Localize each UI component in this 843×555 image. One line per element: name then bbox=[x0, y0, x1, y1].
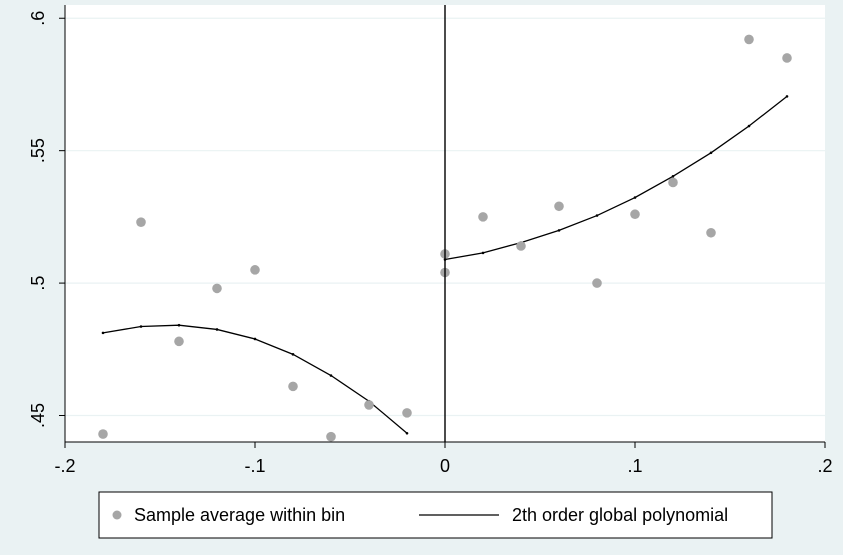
polynomial-fit-node bbox=[481, 251, 485, 255]
x-tick-label: 0 bbox=[440, 456, 450, 476]
polynomial-fit-node bbox=[671, 175, 675, 178]
scatter-point bbox=[212, 283, 222, 294]
scatter-point bbox=[288, 381, 298, 392]
scatter-point bbox=[250, 265, 260, 275]
scatter-point bbox=[174, 336, 184, 347]
legend-marker-scatter bbox=[112, 510, 122, 520]
polynomial-fit-node bbox=[139, 325, 143, 328]
y-tick-label: .6 bbox=[28, 11, 48, 26]
polynomial-fit-node bbox=[595, 214, 599, 217]
x-tick-label: -.1 bbox=[244, 456, 265, 476]
polynomial-fit-line bbox=[444, 95, 788, 261]
scatter-point bbox=[554, 201, 564, 212]
series-layer bbox=[98, 34, 792, 442]
polynomial-fit-node bbox=[215, 328, 219, 331]
x-tick-label: .1 bbox=[627, 456, 642, 476]
scatter-point bbox=[630, 209, 640, 220]
scatter-point bbox=[782, 53, 792, 63]
scatter-point bbox=[668, 177, 678, 188]
scatter-point bbox=[402, 408, 412, 418]
scatter-point bbox=[478, 212, 488, 222]
legend-label-line: 2th order global polynomial bbox=[512, 505, 728, 525]
polynomial-fit-node bbox=[747, 124, 751, 128]
scatter-point bbox=[706, 227, 716, 238]
polynomial-fit-node bbox=[329, 374, 333, 377]
legend-label-scatter: Sample average within bin bbox=[134, 505, 345, 525]
polynomial-fit-node bbox=[785, 95, 789, 98]
polynomial-fit-node bbox=[253, 337, 257, 341]
polynomial-fit-node bbox=[101, 331, 105, 335]
polynomial-fit-node bbox=[633, 196, 637, 199]
legend: Sample average within bin 2th order glob… bbox=[98, 491, 773, 539]
scatter-point bbox=[364, 400, 374, 410]
polynomial-fit-node bbox=[177, 323, 181, 327]
y-tick-label: .5 bbox=[28, 276, 48, 291]
polynomial-fit-node bbox=[709, 151, 713, 155]
scatter-point bbox=[136, 217, 146, 227]
polynomial-fit-node bbox=[405, 431, 409, 435]
scatter-point bbox=[326, 431, 336, 442]
y-tick-label: .45 bbox=[28, 403, 48, 428]
x-tick-label: -.2 bbox=[54, 456, 75, 476]
axes: .45 .5 .55 .6 -.2 -.1 0 .1 .2 bbox=[28, 5, 833, 476]
y-tick-label: .55 bbox=[28, 138, 48, 163]
polynomial-fit-node bbox=[291, 353, 295, 356]
polynomial-fit-node bbox=[557, 229, 561, 232]
scatter-point bbox=[592, 278, 602, 288]
scatter-point bbox=[516, 241, 526, 251]
x-tick-label: .2 bbox=[817, 456, 832, 476]
scatter-point bbox=[98, 429, 108, 439]
scatter-point bbox=[744, 34, 754, 45]
